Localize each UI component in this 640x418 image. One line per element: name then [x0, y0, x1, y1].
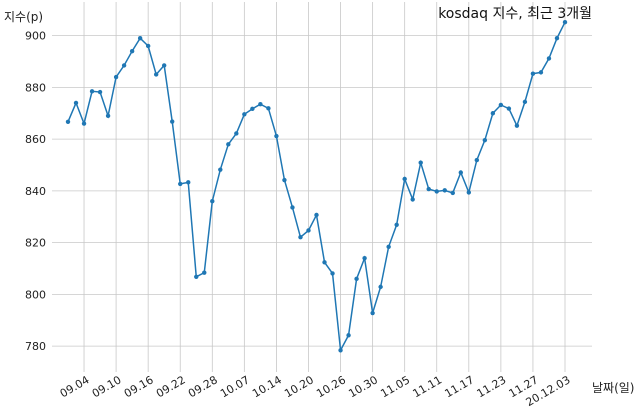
data-point — [161, 63, 167, 68]
x-tick-label: 10.30 — [346, 373, 380, 400]
data-point — [314, 212, 319, 218]
y-tick-label: 820 — [25, 237, 46, 250]
data-point — [210, 199, 215, 204]
data-point — [426, 186, 431, 192]
data-point — [322, 260, 327, 265]
data-point — [298, 234, 303, 240]
x-tick-label: 11.05 — [378, 373, 412, 400]
grid-layer — [52, 2, 592, 372]
data-point — [202, 270, 207, 275]
y-tick-label: 800 — [25, 288, 46, 301]
x-tick-label: 10.14 — [250, 373, 284, 400]
data-point — [562, 19, 568, 25]
data-point — [386, 244, 391, 249]
data-point — [274, 133, 279, 139]
x-tick-label: 09.10 — [90, 373, 124, 400]
chart-title: kosdaq 지수, 최근 3개월 — [438, 6, 592, 22]
data-point — [522, 99, 528, 105]
x-tick-label: 09.04 — [58, 373, 92, 400]
data-point — [378, 284, 383, 290]
y-tick-label: 840 — [25, 185, 46, 198]
data-point — [402, 176, 407, 182]
x-tick-label: 11.17 — [443, 373, 477, 400]
data-point — [121, 63, 127, 68]
data-point — [410, 197, 415, 202]
data-point — [482, 137, 488, 143]
data-point — [194, 274, 199, 279]
data-point — [250, 106, 255, 112]
x-tick-label: 11.23 — [475, 373, 509, 400]
data-point — [514, 123, 520, 128]
data-point — [466, 190, 472, 195]
data-point — [354, 276, 359, 282]
data-point — [113, 74, 119, 80]
data-point — [474, 157, 480, 163]
labels-layer: 78080082084086088090009.0409.1009.1609.2… — [25, 30, 573, 409]
data-point — [170, 119, 175, 124]
x-tick-label: 10.20 — [282, 373, 316, 400]
data-point — [226, 142, 231, 147]
data-point — [554, 36, 560, 41]
data-point — [330, 271, 335, 276]
data-point — [186, 180, 191, 185]
x-tick-label: 10.07 — [218, 373, 252, 400]
data-point — [530, 71, 536, 76]
data-point — [266, 106, 271, 111]
points-layer — [65, 19, 568, 353]
data-point — [258, 102, 263, 107]
data-point — [506, 106, 512, 111]
data-point — [145, 43, 151, 49]
y-tick-label: 860 — [25, 133, 46, 146]
data-point — [394, 222, 399, 227]
y-tick-label: 780 — [25, 340, 46, 353]
x-tick-label: 10.26 — [314, 373, 348, 400]
data-point — [370, 310, 375, 316]
data-point — [65, 119, 71, 124]
data-point — [81, 121, 87, 126]
data-point — [105, 113, 111, 119]
x-tick-label: 09.16 — [122, 373, 156, 400]
data-point — [458, 170, 463, 175]
data-point — [546, 56, 552, 61]
x-tick-label: 09.28 — [186, 373, 220, 400]
x-tick-label: 09.22 — [154, 373, 188, 400]
data-point — [234, 131, 239, 136]
data-point — [442, 188, 447, 193]
data-point — [490, 111, 496, 116]
y-axis-label: 지수(p) — [4, 10, 43, 24]
x-axis-label: 날짜(일) — [592, 381, 634, 395]
data-point — [178, 181, 183, 187]
y-tick-label: 880 — [25, 81, 46, 94]
data-point — [290, 205, 295, 210]
series-line — [67, 21, 566, 353]
data-point — [129, 48, 135, 54]
data-point — [450, 190, 455, 196]
data-point — [137, 36, 143, 41]
y-tick-label: 900 — [25, 30, 46, 43]
data-point — [498, 102, 504, 108]
data-point — [242, 112, 247, 117]
data-point — [282, 177, 287, 183]
data-point — [97, 89, 103, 95]
data-point — [418, 160, 423, 165]
data-point — [153, 72, 159, 77]
data-point — [346, 333, 351, 338]
data-point — [362, 255, 367, 261]
data-point — [338, 348, 343, 353]
x-tick-label: 11.11 — [410, 373, 444, 400]
data-point — [73, 100, 79, 106]
data-point — [89, 89, 95, 94]
data-point — [538, 70, 544, 75]
data-point — [434, 189, 439, 194]
data-point — [218, 167, 223, 172]
data-point — [306, 228, 311, 233]
